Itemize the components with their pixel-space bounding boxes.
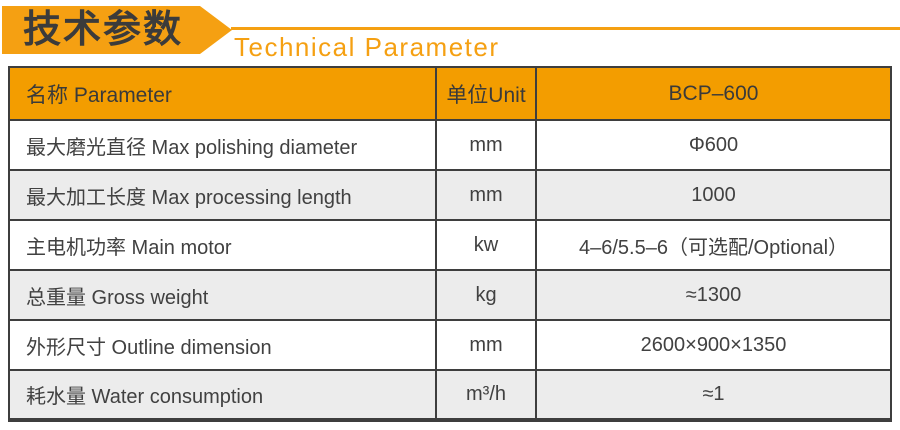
- page-title-en: Technical Parameter: [234, 32, 500, 62]
- spec-table: 名称 Parameter 单位Unit BCP–600 最大磨光直径 Max p…: [8, 66, 892, 422]
- unit-cell: mm: [435, 319, 537, 371]
- title-banner: 技术参数: [2, 6, 232, 54]
- param-name-cell: 主电机功率 Main motor: [8, 219, 437, 271]
- table-row: 最大磨光直径 Max polishing diameter mm Φ600: [8, 119, 892, 171]
- spec-table-body: 最大磨光直径 Max polishing diameter mm Φ600 最大加工长…: [8, 119, 892, 421]
- value-cell: 1000: [535, 169, 892, 221]
- value-cell: ≈1: [535, 369, 892, 421]
- accent-line: [231, 27, 900, 30]
- param-name-cell: 最大磨光直径 Max polishing diameter: [8, 119, 437, 171]
- col-header-unit: 单位Unit: [435, 66, 537, 121]
- table-row: 耗水量 Water consumption m³/h ≈1: [8, 369, 892, 421]
- value-cell: Φ600: [535, 119, 892, 171]
- param-name-cell: 总重量 Gross weight: [8, 269, 437, 321]
- table-row: 外形尺寸 Outline dimension mm 2600×900×1350: [8, 319, 892, 371]
- col-header-model: BCP–600: [535, 66, 892, 121]
- table-row: 主电机功率 Main motor kw 4–6/5.5–6（可选配/Optional…: [8, 219, 892, 271]
- unit-cell: kw: [435, 219, 537, 271]
- col-header-parameter: 名称 Parameter: [8, 66, 437, 121]
- value-cell: 4–6/5.5–6（可选配/Optional）: [535, 219, 892, 271]
- table-row: 总重量 Gross weight kg ≈1300: [8, 269, 892, 321]
- param-name-cell: 最大加工长度 Max processing length: [8, 169, 437, 221]
- value-cell: ≈1300: [535, 269, 892, 321]
- param-name-cell: 外形尺寸 Outline dimension: [8, 319, 437, 371]
- value-cell: 2600×900×1350: [535, 319, 892, 371]
- table-row: 最大加工长度 Max processing length mm 1000: [8, 169, 892, 221]
- unit-cell: mm: [435, 119, 537, 171]
- unit-cell: kg: [435, 269, 537, 321]
- unit-cell: mm: [435, 169, 537, 221]
- unit-cell: m³/h: [435, 369, 537, 421]
- page-title-cn: 技术参数: [23, 9, 184, 51]
- table-header-row: 名称 Parameter 单位Unit BCP–600: [8, 66, 892, 121]
- param-name-cell: 耗水量 Water consumption: [8, 369, 437, 421]
